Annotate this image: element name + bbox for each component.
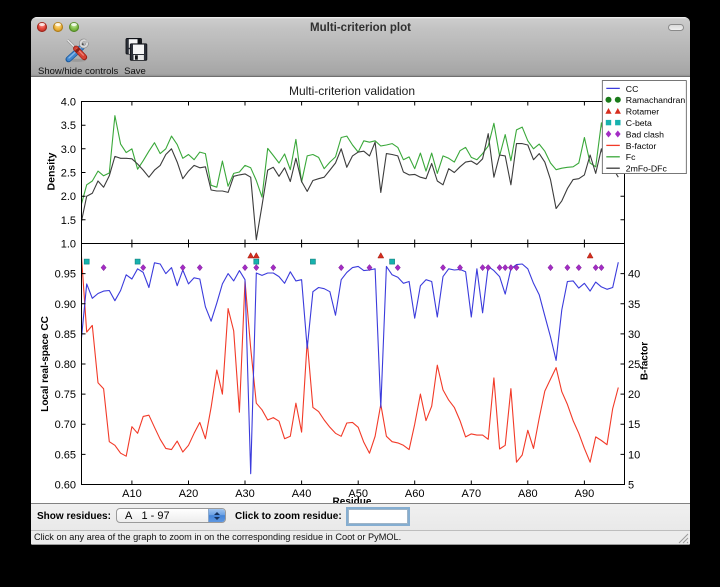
svg-text:A20: A20	[179, 488, 199, 500]
svg-text:Density: Density	[46, 152, 58, 190]
svg-text:0.70: 0.70	[55, 419, 76, 431]
svg-text:0.65: 0.65	[55, 449, 76, 461]
svg-text:A90: A90	[575, 488, 595, 500]
svg-text:Multi-criterion validation: Multi-criterion validation	[289, 84, 415, 98]
svg-text:Residue: Residue	[333, 497, 372, 507]
svg-text:40: 40	[628, 269, 640, 281]
svg-text:0.85: 0.85	[55, 329, 76, 341]
svg-text:25: 25	[628, 359, 640, 371]
svg-text:1.5: 1.5	[61, 215, 76, 227]
svg-text:3.5: 3.5	[61, 120, 76, 132]
svg-text:A10: A10	[122, 488, 142, 500]
svg-text:A30: A30	[235, 488, 255, 500]
svg-text:B-factor: B-factor	[640, 342, 651, 380]
svg-text:C-beta: C-beta	[626, 118, 652, 128]
svg-text:15: 15	[628, 419, 640, 431]
svg-text:0.75: 0.75	[55, 389, 76, 401]
svg-text:20: 20	[628, 389, 640, 401]
svg-text:A40: A40	[292, 488, 312, 500]
svg-text:4.0: 4.0	[61, 97, 76, 109]
svg-text:2.5: 2.5	[61, 168, 76, 180]
svg-text:A60: A60	[405, 488, 425, 500]
svg-text:2.0: 2.0	[61, 191, 76, 203]
svg-text:Bad clash: Bad clash	[626, 129, 664, 139]
svg-text:A70: A70	[462, 488, 482, 500]
svg-text:0.60: 0.60	[55, 480, 76, 492]
svg-text:30: 30	[628, 329, 640, 341]
svg-text:35: 35	[628, 299, 640, 311]
svg-text:2mFo-DFc: 2mFo-DFc	[626, 164, 668, 174]
svg-text:Fc: Fc	[626, 152, 636, 162]
svg-text:3.0: 3.0	[61, 144, 76, 156]
svg-text:Ramachandran: Ramachandran	[626, 95, 686, 105]
svg-text:CC: CC	[626, 84, 639, 94]
svg-text:Rotamer: Rotamer	[626, 107, 659, 117]
svg-text:5: 5	[628, 480, 634, 492]
svg-text:Local real-space CC: Local real-space CC	[40, 316, 51, 412]
svg-text:10: 10	[628, 449, 640, 461]
svg-text:A80: A80	[518, 488, 538, 500]
svg-text:B-factor: B-factor	[626, 141, 657, 151]
svg-text:0.80: 0.80	[55, 359, 76, 371]
svg-text:A50: A50	[348, 488, 368, 500]
svg-text:0.90: 0.90	[55, 299, 76, 311]
svg-text:0.95: 0.95	[55, 269, 76, 281]
svg-text:1.0: 1.0	[61, 239, 76, 251]
